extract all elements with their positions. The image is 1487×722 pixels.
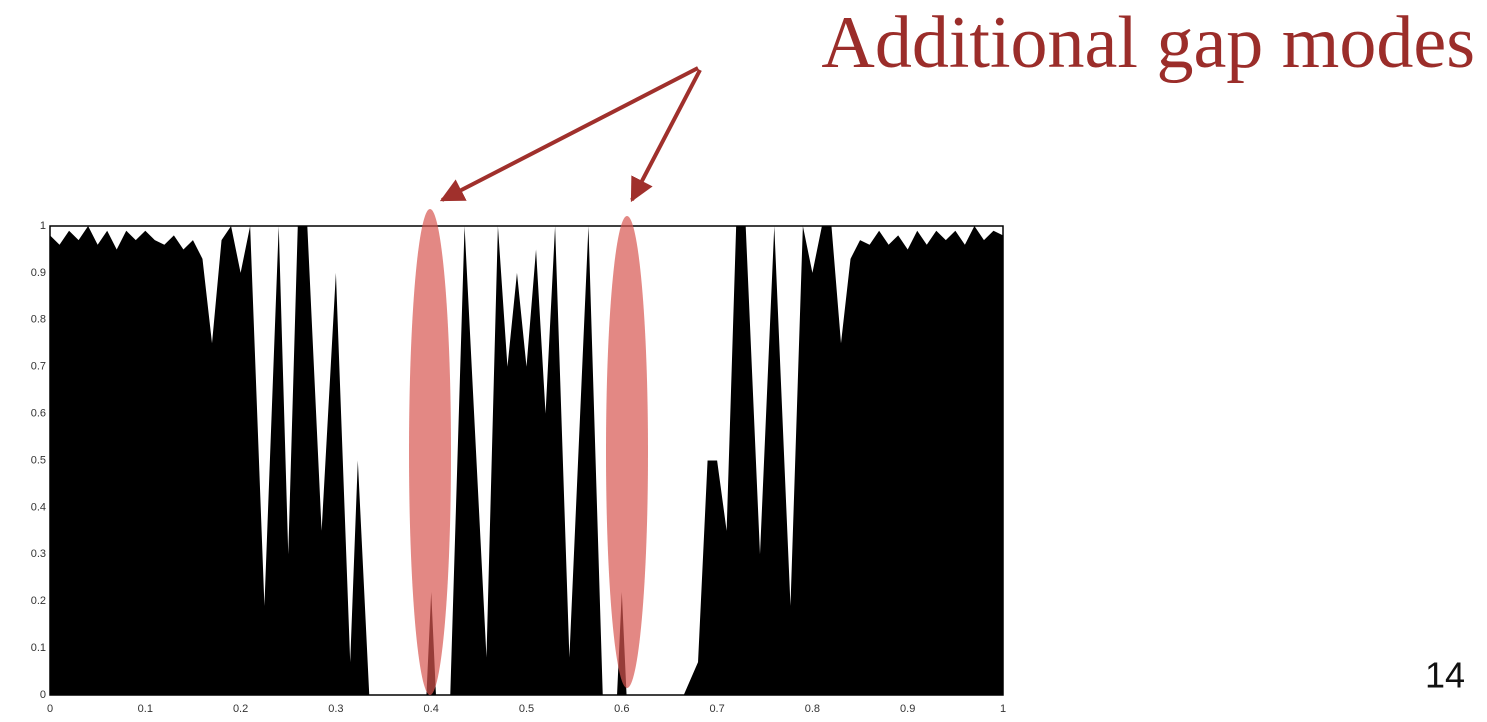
x-tick-label: 0.8 xyxy=(805,703,820,715)
x-tick-label: 0.6 xyxy=(614,703,629,715)
x-tick-label: 0.5 xyxy=(519,703,534,715)
y-tick-label: 0.9 xyxy=(31,267,46,279)
annotation: Additional gap modes xyxy=(821,2,1475,84)
y-tick-label: 0.8 xyxy=(31,314,46,326)
y-tick-label: 0.4 xyxy=(31,501,46,513)
page-number: 14 xyxy=(1425,655,1465,696)
y-tick-label: 0.3 xyxy=(31,548,46,560)
x-tick-label: 0.2 xyxy=(233,703,248,715)
highlight xyxy=(606,216,648,688)
y-tick-label: 0.6 xyxy=(31,408,46,420)
y-tick-label: 0.2 xyxy=(31,595,46,607)
highlight xyxy=(409,209,451,695)
y-tick-label: 0.7 xyxy=(31,361,46,373)
arrow xyxy=(439,66,699,202)
arrow xyxy=(630,69,702,203)
x-tick-label: 0.9 xyxy=(900,703,915,715)
x-tick-label: 1 xyxy=(1000,703,1006,715)
x-tick-label: 0.4 xyxy=(424,703,439,715)
y-tick-label: 1 xyxy=(40,220,46,232)
plot: 0 0.1 0.2 0.3 0.4 0.5 0.6 0.7 0.8 0.9 1 0 0.1 0.2 0.3 0… xyxy=(31,220,1006,715)
x-tick-label: 0.3 xyxy=(328,703,343,715)
y-tick-label: 0.1 xyxy=(31,642,46,654)
x-tick-label: 0 xyxy=(47,703,53,715)
x-tick-label: 0.1 xyxy=(138,703,153,715)
y-tick-label: 0.5 xyxy=(31,454,46,466)
area xyxy=(50,226,1003,695)
x-tick-label: 0.7 xyxy=(709,703,724,715)
y-tick-label: 0 xyxy=(40,689,46,701)
